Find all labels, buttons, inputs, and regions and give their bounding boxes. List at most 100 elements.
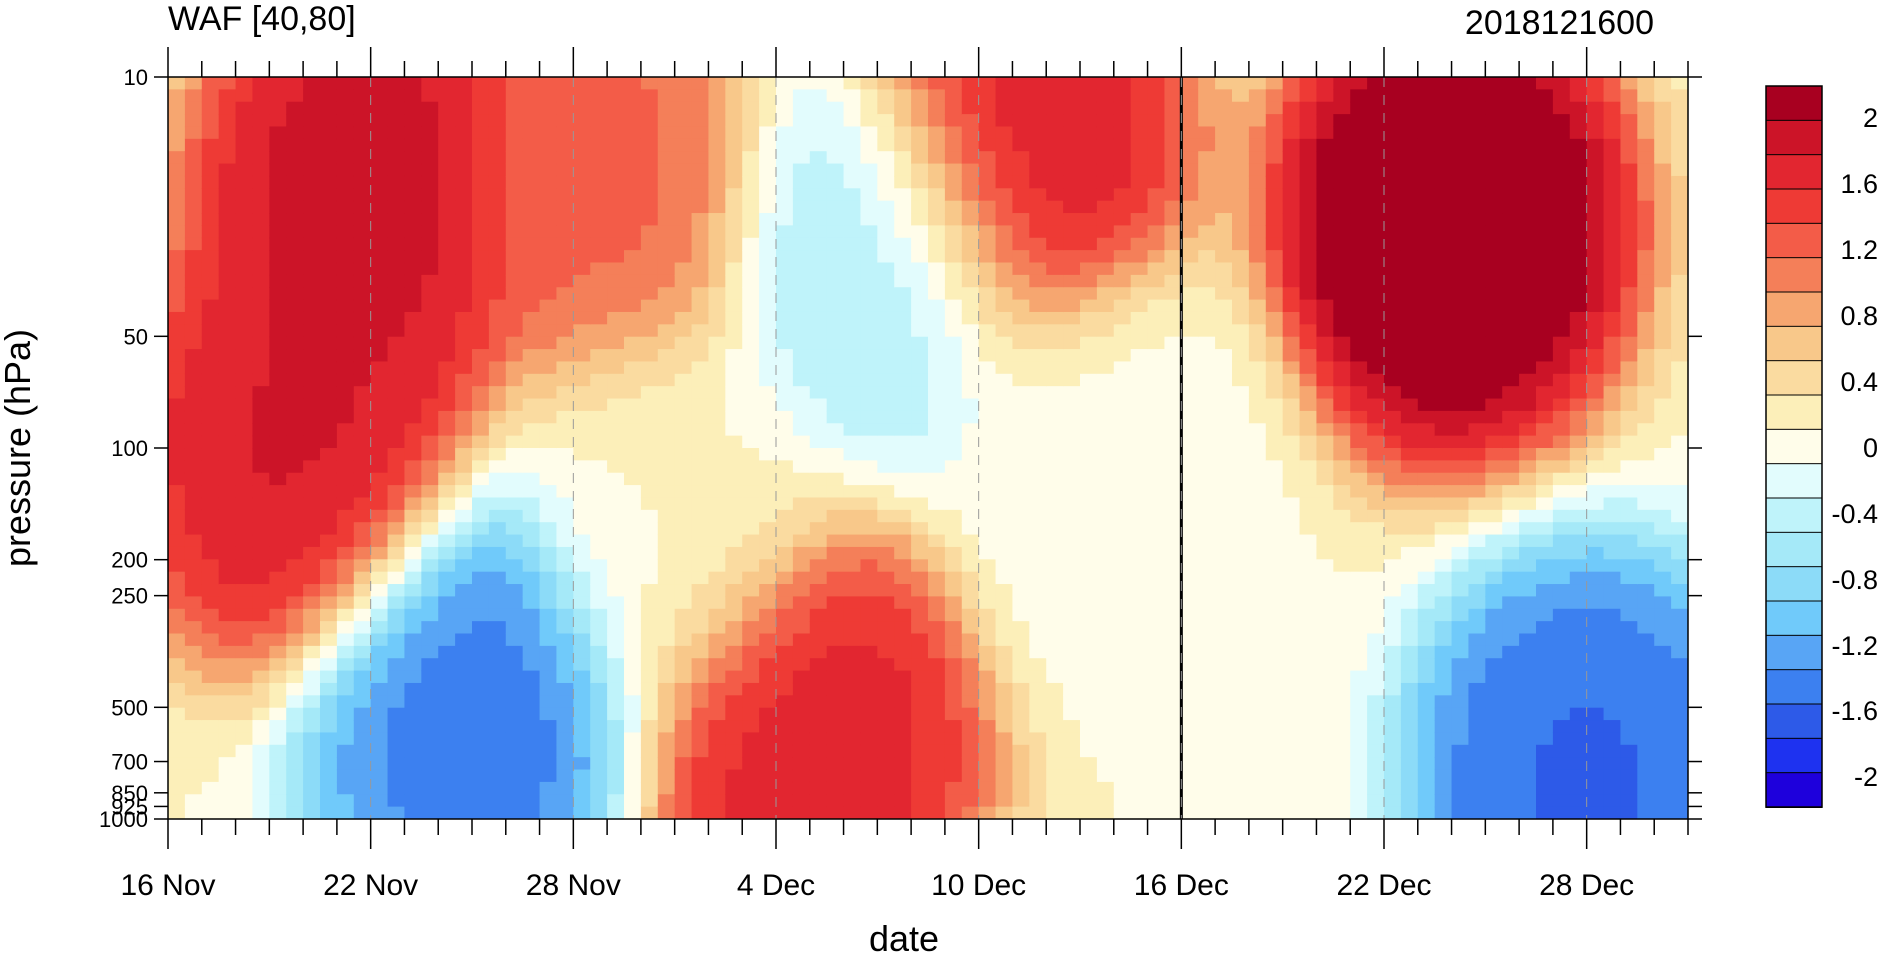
field-cell xyxy=(1029,571,1047,585)
field-cell xyxy=(1248,423,1267,437)
field-cell xyxy=(353,398,372,412)
field-cell xyxy=(944,682,963,696)
field-cell xyxy=(1113,311,1132,325)
field-cell xyxy=(1046,225,1064,239)
field-cell xyxy=(978,336,997,350)
field-cell xyxy=(168,633,186,647)
field-cell xyxy=(1384,670,1402,684)
field-cell xyxy=(1299,658,1318,672)
field-cell xyxy=(1350,794,1368,808)
field-cell xyxy=(320,460,338,474)
field-cell xyxy=(320,757,338,771)
field-cell xyxy=(1451,250,1470,264)
field-cell xyxy=(944,138,963,152)
field-cell xyxy=(438,77,456,90)
field-cell xyxy=(1468,151,1486,165)
field-cell xyxy=(1096,151,1115,165)
field-cell xyxy=(1080,448,1098,461)
field-cell xyxy=(961,151,980,165)
field-cell xyxy=(590,435,608,449)
field-cell xyxy=(809,188,828,202)
field-cell xyxy=(1113,596,1132,610)
field-cell xyxy=(235,151,254,165)
field-cell xyxy=(1232,534,1250,548)
field-cell xyxy=(421,757,439,771)
field-cell xyxy=(404,769,422,783)
field-cell xyxy=(320,361,338,375)
field-cell xyxy=(1519,324,1537,338)
field-cell xyxy=(1434,200,1453,214)
field-cell xyxy=(252,658,270,672)
field-cell xyxy=(455,472,473,486)
field-cell xyxy=(1519,349,1537,363)
field-cell xyxy=(1029,720,1047,734)
field-cell xyxy=(505,89,524,103)
field-cell xyxy=(1198,695,1216,709)
field-cell xyxy=(1519,225,1537,239)
field-cell xyxy=(336,349,355,363)
field-cell xyxy=(843,361,862,375)
field-cell xyxy=(928,781,946,795)
field-cell xyxy=(961,682,980,696)
field-cell xyxy=(776,361,794,375)
field-cell xyxy=(928,621,946,635)
field-cell xyxy=(978,163,997,177)
field-cell xyxy=(1012,311,1030,325)
field-cell xyxy=(1417,596,1436,610)
field-cell xyxy=(1012,472,1030,486)
field-cell xyxy=(336,534,355,548)
field-cell xyxy=(1434,794,1453,808)
field-cell xyxy=(218,299,237,313)
field-cell xyxy=(1012,584,1030,597)
field-cell xyxy=(370,497,389,511)
field-cell xyxy=(573,398,591,412)
field-cell xyxy=(860,485,878,499)
field-cell xyxy=(472,732,490,746)
field-cell xyxy=(590,101,608,115)
field-cell xyxy=(607,287,625,301)
field-cell xyxy=(1063,720,1081,734)
field-cell xyxy=(269,781,287,795)
field-cell xyxy=(573,89,591,103)
field-cell xyxy=(708,138,726,152)
field-cell xyxy=(894,101,912,115)
field-cell xyxy=(404,274,422,288)
field-cell xyxy=(218,472,237,486)
field-cell xyxy=(928,769,946,783)
field-cell xyxy=(336,163,355,177)
field-cell xyxy=(1012,423,1030,437)
field-cell xyxy=(556,163,574,177)
field-cell xyxy=(1333,596,1351,610)
field-cell xyxy=(742,757,760,771)
field-cell xyxy=(353,188,372,202)
field-cell xyxy=(269,175,287,189)
field-cell xyxy=(1367,188,1385,202)
field-cell xyxy=(759,213,777,226)
field-cell xyxy=(1333,373,1351,387)
field-cell xyxy=(826,769,845,783)
field-cell xyxy=(218,707,237,721)
field-cell xyxy=(336,695,355,709)
field-cell xyxy=(826,262,845,276)
field-cell xyxy=(1080,175,1098,189)
field-cell xyxy=(1265,781,1284,795)
field-cell xyxy=(1198,522,1216,536)
field-cell xyxy=(539,237,558,251)
field-cell xyxy=(995,349,1014,363)
field-cell xyxy=(624,163,642,177)
field-cell xyxy=(1417,633,1436,647)
field-cell xyxy=(1519,336,1537,350)
field-cell xyxy=(674,769,693,783)
field-cell xyxy=(1552,522,1571,536)
field-cell xyxy=(1265,682,1284,696)
field-cell xyxy=(455,299,473,313)
field-cell xyxy=(1519,658,1537,672)
field-cell xyxy=(488,794,507,808)
field-cell xyxy=(522,534,541,548)
field-cell xyxy=(995,534,1014,548)
field-cell xyxy=(488,250,507,264)
field-cell xyxy=(320,423,338,437)
field-cell xyxy=(1417,608,1436,622)
field-cell xyxy=(928,213,946,226)
field-cell xyxy=(1063,311,1081,325)
